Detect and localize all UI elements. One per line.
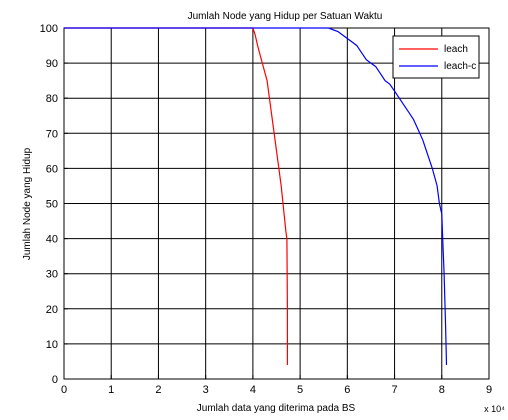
x-tick-label: 9 (486, 384, 492, 396)
y-tick-label: 90 (46, 58, 58, 70)
y-tick-label: 0 (52, 374, 58, 386)
x-tick-label: 2 (155, 384, 161, 396)
y-tick-label: 60 (46, 163, 58, 175)
y-tick-label: 30 (46, 269, 58, 281)
legend: leach leach-c (392, 35, 480, 79)
x-tick-labels: 0 1 2 3 4 5 6 7 8 9 (61, 384, 492, 396)
series-line-leach (64, 27, 288, 365)
x-axis-multiplier: x 10⁴ (484, 404, 505, 414)
x-tick-label: 7 (391, 384, 397, 396)
y-tick-label: 40 (46, 234, 58, 246)
series-line-leach-c (64, 27, 448, 366)
y-axis-label: Jumlah Node yang Hidup (22, 147, 33, 260)
y-tick-label: 50 (46, 199, 58, 211)
legend-label-leach-c: leach-c (444, 61, 476, 72)
x-tick-label: 4 (250, 384, 256, 396)
legend-label-leach: leach (444, 44, 468, 55)
x-axis-label: Jumlah data yang diterima pada BS (197, 403, 356, 414)
x-tick-label: 8 (439, 384, 445, 396)
y-tick-label: 70 (46, 128, 58, 140)
chart-title: Jumlah Node yang Hidup per Satuan Waktu (188, 11, 383, 22)
grid-lines (63, 27, 490, 380)
x-tick-label: 3 (203, 384, 209, 396)
x-tick-label: 6 (344, 384, 350, 396)
legend-box (392, 35, 480, 79)
x-tick-label: 5 (297, 384, 303, 396)
x-tick-label: 1 (108, 384, 114, 396)
y-tick-label: 20 (46, 304, 58, 316)
y-tick-label: 10 (46, 339, 58, 351)
series-layer (64, 27, 448, 366)
x-tick-label: 0 (61, 384, 67, 396)
y-tick-labels: 0 10 20 30 40 50 60 70 80 90 100 (40, 23, 58, 386)
y-tick-label: 80 (46, 93, 58, 105)
y-tick-label: 100 (40, 23, 58, 35)
